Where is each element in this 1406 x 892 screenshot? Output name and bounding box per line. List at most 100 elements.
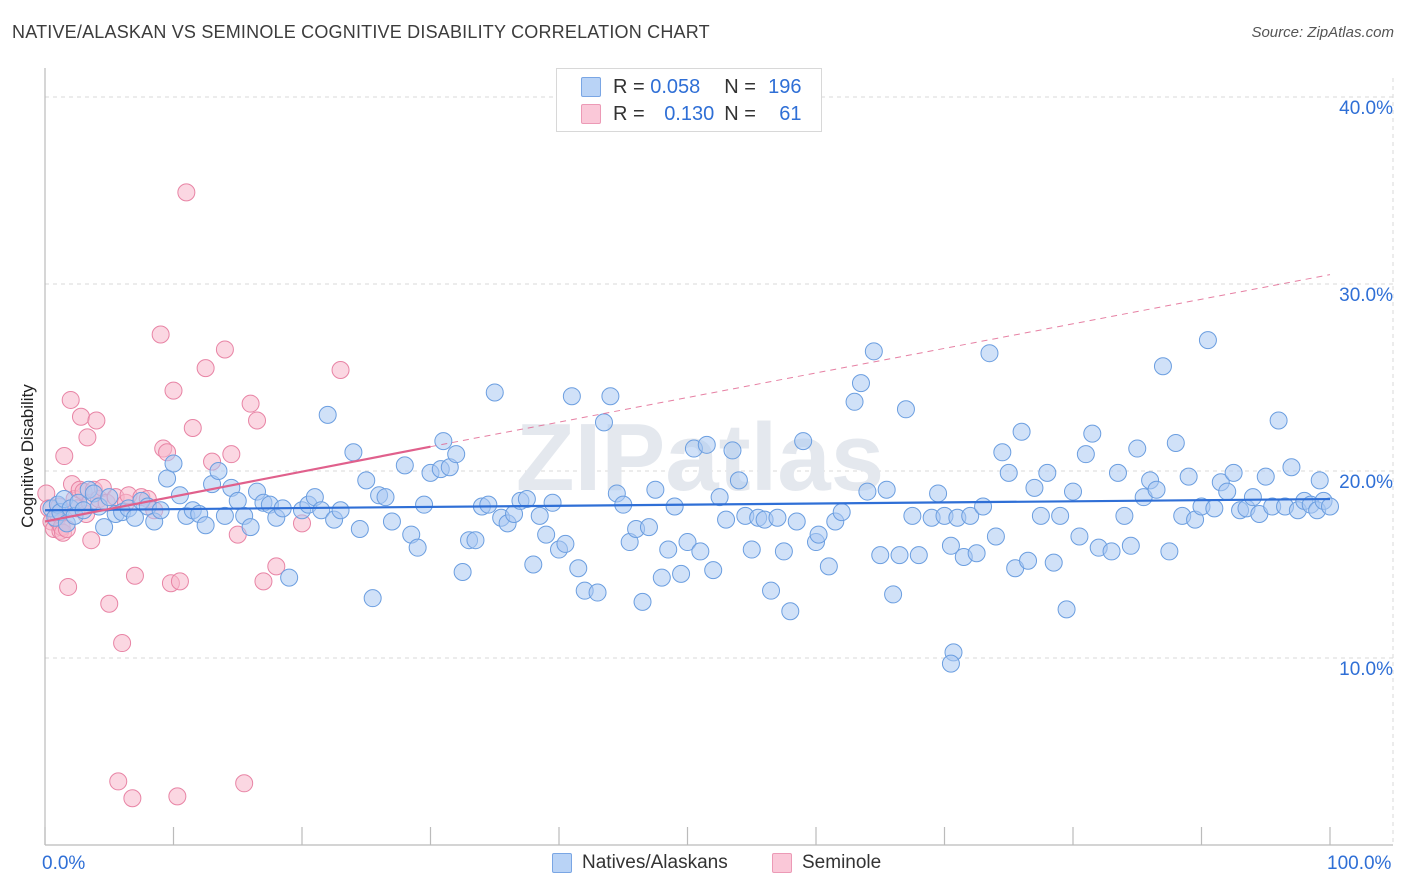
data-point-seminole [55, 447, 74, 466]
data-point-seminole [113, 634, 132, 653]
data-point-natives [1224, 463, 1243, 482]
axes [44, 68, 1393, 846]
data-point-natives [1108, 463, 1127, 482]
data-point-seminole [123, 789, 142, 808]
data-point-seminole [59, 577, 78, 596]
data-point-natives [1269, 411, 1288, 430]
data-point-natives [1012, 422, 1031, 441]
data-point-seminole [248, 411, 267, 430]
x-tick-label-min: 0.0% [42, 853, 86, 874]
data-point-natives [415, 495, 434, 514]
legend-swatch-blue [581, 77, 601, 97]
data-point-seminole [183, 418, 202, 437]
x-tick-label-max: 100.0% [1327, 853, 1392, 874]
data-point-natives [357, 471, 376, 490]
data-point-natives [809, 525, 828, 544]
data-point-natives [877, 480, 896, 499]
data-point-natives [974, 497, 993, 516]
data-point-natives [158, 469, 177, 488]
data-point-natives [1160, 542, 1179, 561]
gridlines [45, 78, 1394, 845]
data-point-natives [710, 488, 729, 507]
data-point-natives [787, 512, 806, 531]
data-point-natives [691, 542, 710, 561]
data-point-natives [395, 456, 414, 475]
data-point-natives [633, 592, 652, 611]
data-point-natives [1153, 357, 1172, 376]
data-point-natives [485, 383, 504, 402]
data-point-natives [1076, 445, 1095, 464]
data-point-natives [312, 501, 331, 520]
data-point-natives [832, 503, 851, 522]
data-point-seminole [267, 557, 286, 576]
data-point-natives [993, 443, 1012, 462]
legend-n-value: 61 [779, 102, 802, 125]
data-point-natives [466, 531, 485, 550]
data-point-natives [704, 561, 723, 580]
data-point-natives [1282, 458, 1301, 477]
data-point-natives [1321, 497, 1339, 516]
data-point-natives [215, 506, 234, 525]
data-point-natives [1243, 488, 1262, 507]
data-point-natives [331, 501, 350, 520]
data-point-natives [543, 493, 562, 512]
data-point-seminole [87, 411, 106, 430]
data-point-natives [742, 540, 761, 559]
data-point-natives [665, 497, 684, 516]
data-point-natives [851, 374, 870, 393]
data-point-natives [1031, 506, 1050, 525]
data-point-natives [453, 562, 472, 581]
data-point-seminole [151, 325, 170, 344]
data-point-natives [601, 387, 620, 406]
legend-swatch-blue [552, 853, 572, 873]
chart-title: NATIVE/ALASKAN VS SEMINOLE COGNITIVE DIS… [12, 22, 710, 42]
legend-r-value: 0.130 [664, 102, 715, 125]
data-point-seminole [125, 566, 144, 585]
data-point-seminole [196, 359, 215, 378]
correlation-legend: R = 0.058 N = 196 R = 0.130 N = 61 [556, 68, 822, 132]
legend-item-seminole[interactable]: Seminole [772, 852, 881, 874]
data-point-natives [845, 392, 864, 411]
legend-row-seminole: R = 0.130 N = 61 [581, 102, 802, 126]
data-point-natives [350, 519, 369, 538]
data-point-natives [588, 583, 607, 602]
data-point-natives [556, 534, 575, 553]
data-point-natives [241, 518, 260, 537]
legend-item-natives[interactable]: Natives/Alaskans [552, 852, 728, 874]
data-point-seminole [164, 381, 183, 400]
data-point-natives [1128, 439, 1147, 458]
legend-n-label: N = [724, 102, 756, 125]
data-point-natives [95, 518, 114, 537]
data-point-seminole [222, 445, 241, 464]
legend-n-value: 196 [768, 75, 802, 98]
legend-r-label: R = [613, 75, 645, 98]
data-point-natives [639, 518, 658, 537]
data-point-natives [1310, 471, 1329, 490]
y-tick-label: 40.0% [1339, 98, 1393, 119]
data-point-seminole [331, 361, 350, 380]
data-point-natives [1051, 506, 1070, 525]
data-point-natives [896, 400, 915, 419]
y-tick-label: 30.0% [1339, 285, 1393, 306]
data-point-natives [678, 533, 697, 552]
data-point-natives [524, 555, 543, 574]
data-point-natives [530, 506, 549, 525]
trend-line-natives [44, 497, 1331, 512]
data-point-natives [890, 546, 909, 565]
legend-swatch-pink [581, 104, 601, 124]
source-label: Source: ZipAtlas.com [1251, 24, 1394, 41]
data-point-natives [318, 405, 337, 424]
data-point-seminole [82, 531, 101, 550]
data-point-natives [479, 495, 498, 514]
data-point-natives [652, 568, 671, 587]
data-point-natives [1147, 480, 1166, 499]
data-point-natives [344, 443, 363, 462]
legend-r-value: 0.058 [650, 75, 701, 98]
data-point-natives [100, 488, 119, 507]
data-point-natives [1102, 542, 1121, 561]
data-point-natives [762, 581, 781, 600]
data-point-seminole [71, 407, 90, 426]
series-natives-alaskans [42, 331, 1339, 673]
watermark: ZIPatlas [516, 404, 884, 511]
data-point-seminole [61, 390, 80, 409]
